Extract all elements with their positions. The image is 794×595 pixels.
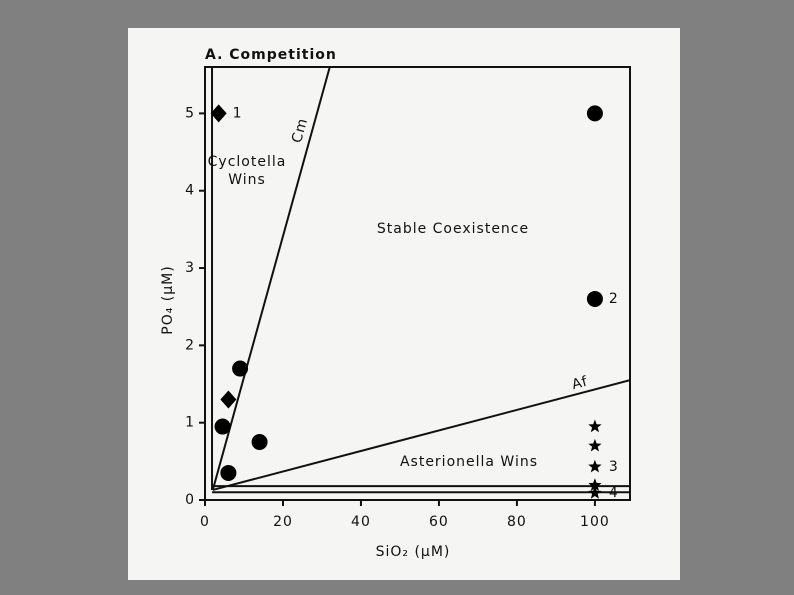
x-tick-label: 100 bbox=[580, 514, 610, 530]
y-tick-label: 5 bbox=[185, 105, 195, 121]
point bbox=[588, 478, 602, 491]
x-tick-label: 0 bbox=[200, 514, 210, 530]
y-tick-label: 1 bbox=[185, 415, 195, 431]
boundary-line bbox=[211, 66, 331, 491]
point bbox=[588, 486, 602, 499]
point-label: 1 bbox=[233, 105, 243, 121]
line-label: Af bbox=[570, 374, 590, 394]
plot-frame bbox=[204, 66, 631, 501]
point bbox=[588, 419, 602, 433]
point bbox=[220, 390, 237, 409]
chart-title: A. Competition bbox=[205, 47, 337, 63]
y-tick-label: 0 bbox=[185, 492, 195, 508]
point bbox=[251, 434, 268, 451]
y-tick-label: 2 bbox=[185, 337, 195, 353]
region-label: Stable Coexistence bbox=[377, 221, 529, 237]
point-label: 2 bbox=[609, 291, 619, 307]
point bbox=[588, 438, 602, 452]
point bbox=[210, 104, 227, 123]
x-tick-label: 80 bbox=[507, 514, 527, 530]
y-tick-label: 4 bbox=[185, 183, 195, 199]
x-tick-label: 20 bbox=[273, 514, 293, 530]
point bbox=[214, 418, 231, 435]
y-tick-label: 3 bbox=[185, 260, 195, 276]
x-axis-label: SiO₂ (μM) bbox=[376, 544, 451, 560]
region-label: Asterionella Wins bbox=[400, 454, 538, 470]
region-label: Cyclotella bbox=[208, 154, 287, 170]
point bbox=[586, 290, 603, 307]
point bbox=[586, 105, 603, 122]
line-label: Cm bbox=[289, 116, 311, 145]
boundary-line bbox=[212, 379, 631, 491]
point bbox=[220, 464, 237, 481]
y-axis-label: PO₄ (μM) bbox=[160, 265, 176, 334]
x-tick-label: 40 bbox=[351, 514, 371, 530]
point-label: 4 bbox=[609, 485, 619, 501]
point-label: 3 bbox=[609, 459, 619, 475]
region-label: Wins bbox=[228, 172, 266, 188]
x-tick-label: 60 bbox=[429, 514, 449, 530]
point bbox=[588, 459, 602, 473]
point bbox=[232, 360, 249, 377]
